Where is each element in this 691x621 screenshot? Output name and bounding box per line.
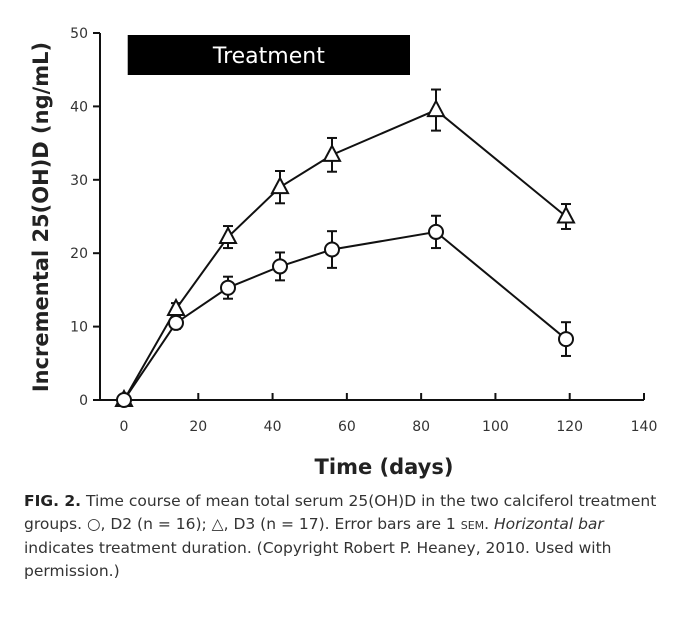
circle-marker (558, 331, 574, 348)
y-tick-label: 40 (70, 99, 88, 115)
series-line (123, 230, 567, 401)
x-tick-label: 100 (482, 419, 509, 435)
x-tick-label: 80 (412, 419, 430, 435)
figure-label: FIG. 2. (24, 492, 82, 510)
x-tick-label: 20 (189, 419, 207, 435)
caption-text: . (484, 515, 495, 533)
circle-marker (324, 241, 340, 258)
triangle-marker (322, 143, 342, 162)
triangle-marker (218, 225, 238, 245)
y-tick-label: 10 (70, 320, 88, 336)
circle-marker (428, 223, 444, 240)
circle-marker (168, 314, 184, 331)
x-tick-label: 140 (631, 419, 658, 435)
chart: 0 10 20 30 40 50 0 20 40 60 80 100 120 140 Time (days)… (29, 26, 658, 479)
x-axis-label: Time (days) (315, 455, 454, 479)
caption-text: Time course of mean total serum 25(OH)D … (24, 492, 657, 533)
caption-text: indicates treatment duration. (Copyright… (24, 539, 612, 580)
circle-marker (272, 258, 288, 275)
x-tick-label: 0 (120, 419, 129, 435)
treatment-label: Treatment (212, 44, 325, 69)
x-tick-label: 120 (556, 419, 583, 435)
caption-sem: SEM (460, 519, 485, 532)
treatment-bar (127, 35, 410, 75)
series-line (123, 108, 567, 401)
triangle-marker (270, 176, 290, 195)
caption-italic: Horizontal bar (494, 515, 604, 533)
x-tick-label: 60 (338, 419, 356, 435)
y-axis-label: Incremental 25(OH)D (ng/mL) (29, 42, 53, 392)
y-tick-label: 20 (70, 246, 88, 262)
triangle-marker (426, 98, 446, 118)
circle-marker (116, 392, 132, 408)
y-tick-label: 30 (70, 173, 88, 189)
y-tick-label: 0 (79, 393, 88, 409)
figure-caption: FIG. 2. Time course of mean total serum … (24, 490, 674, 583)
x-tick-label: 40 (264, 419, 282, 435)
y-tick-label: 50 (70, 26, 88, 42)
triangle-marker (556, 205, 576, 224)
circle-marker (220, 279, 236, 296)
